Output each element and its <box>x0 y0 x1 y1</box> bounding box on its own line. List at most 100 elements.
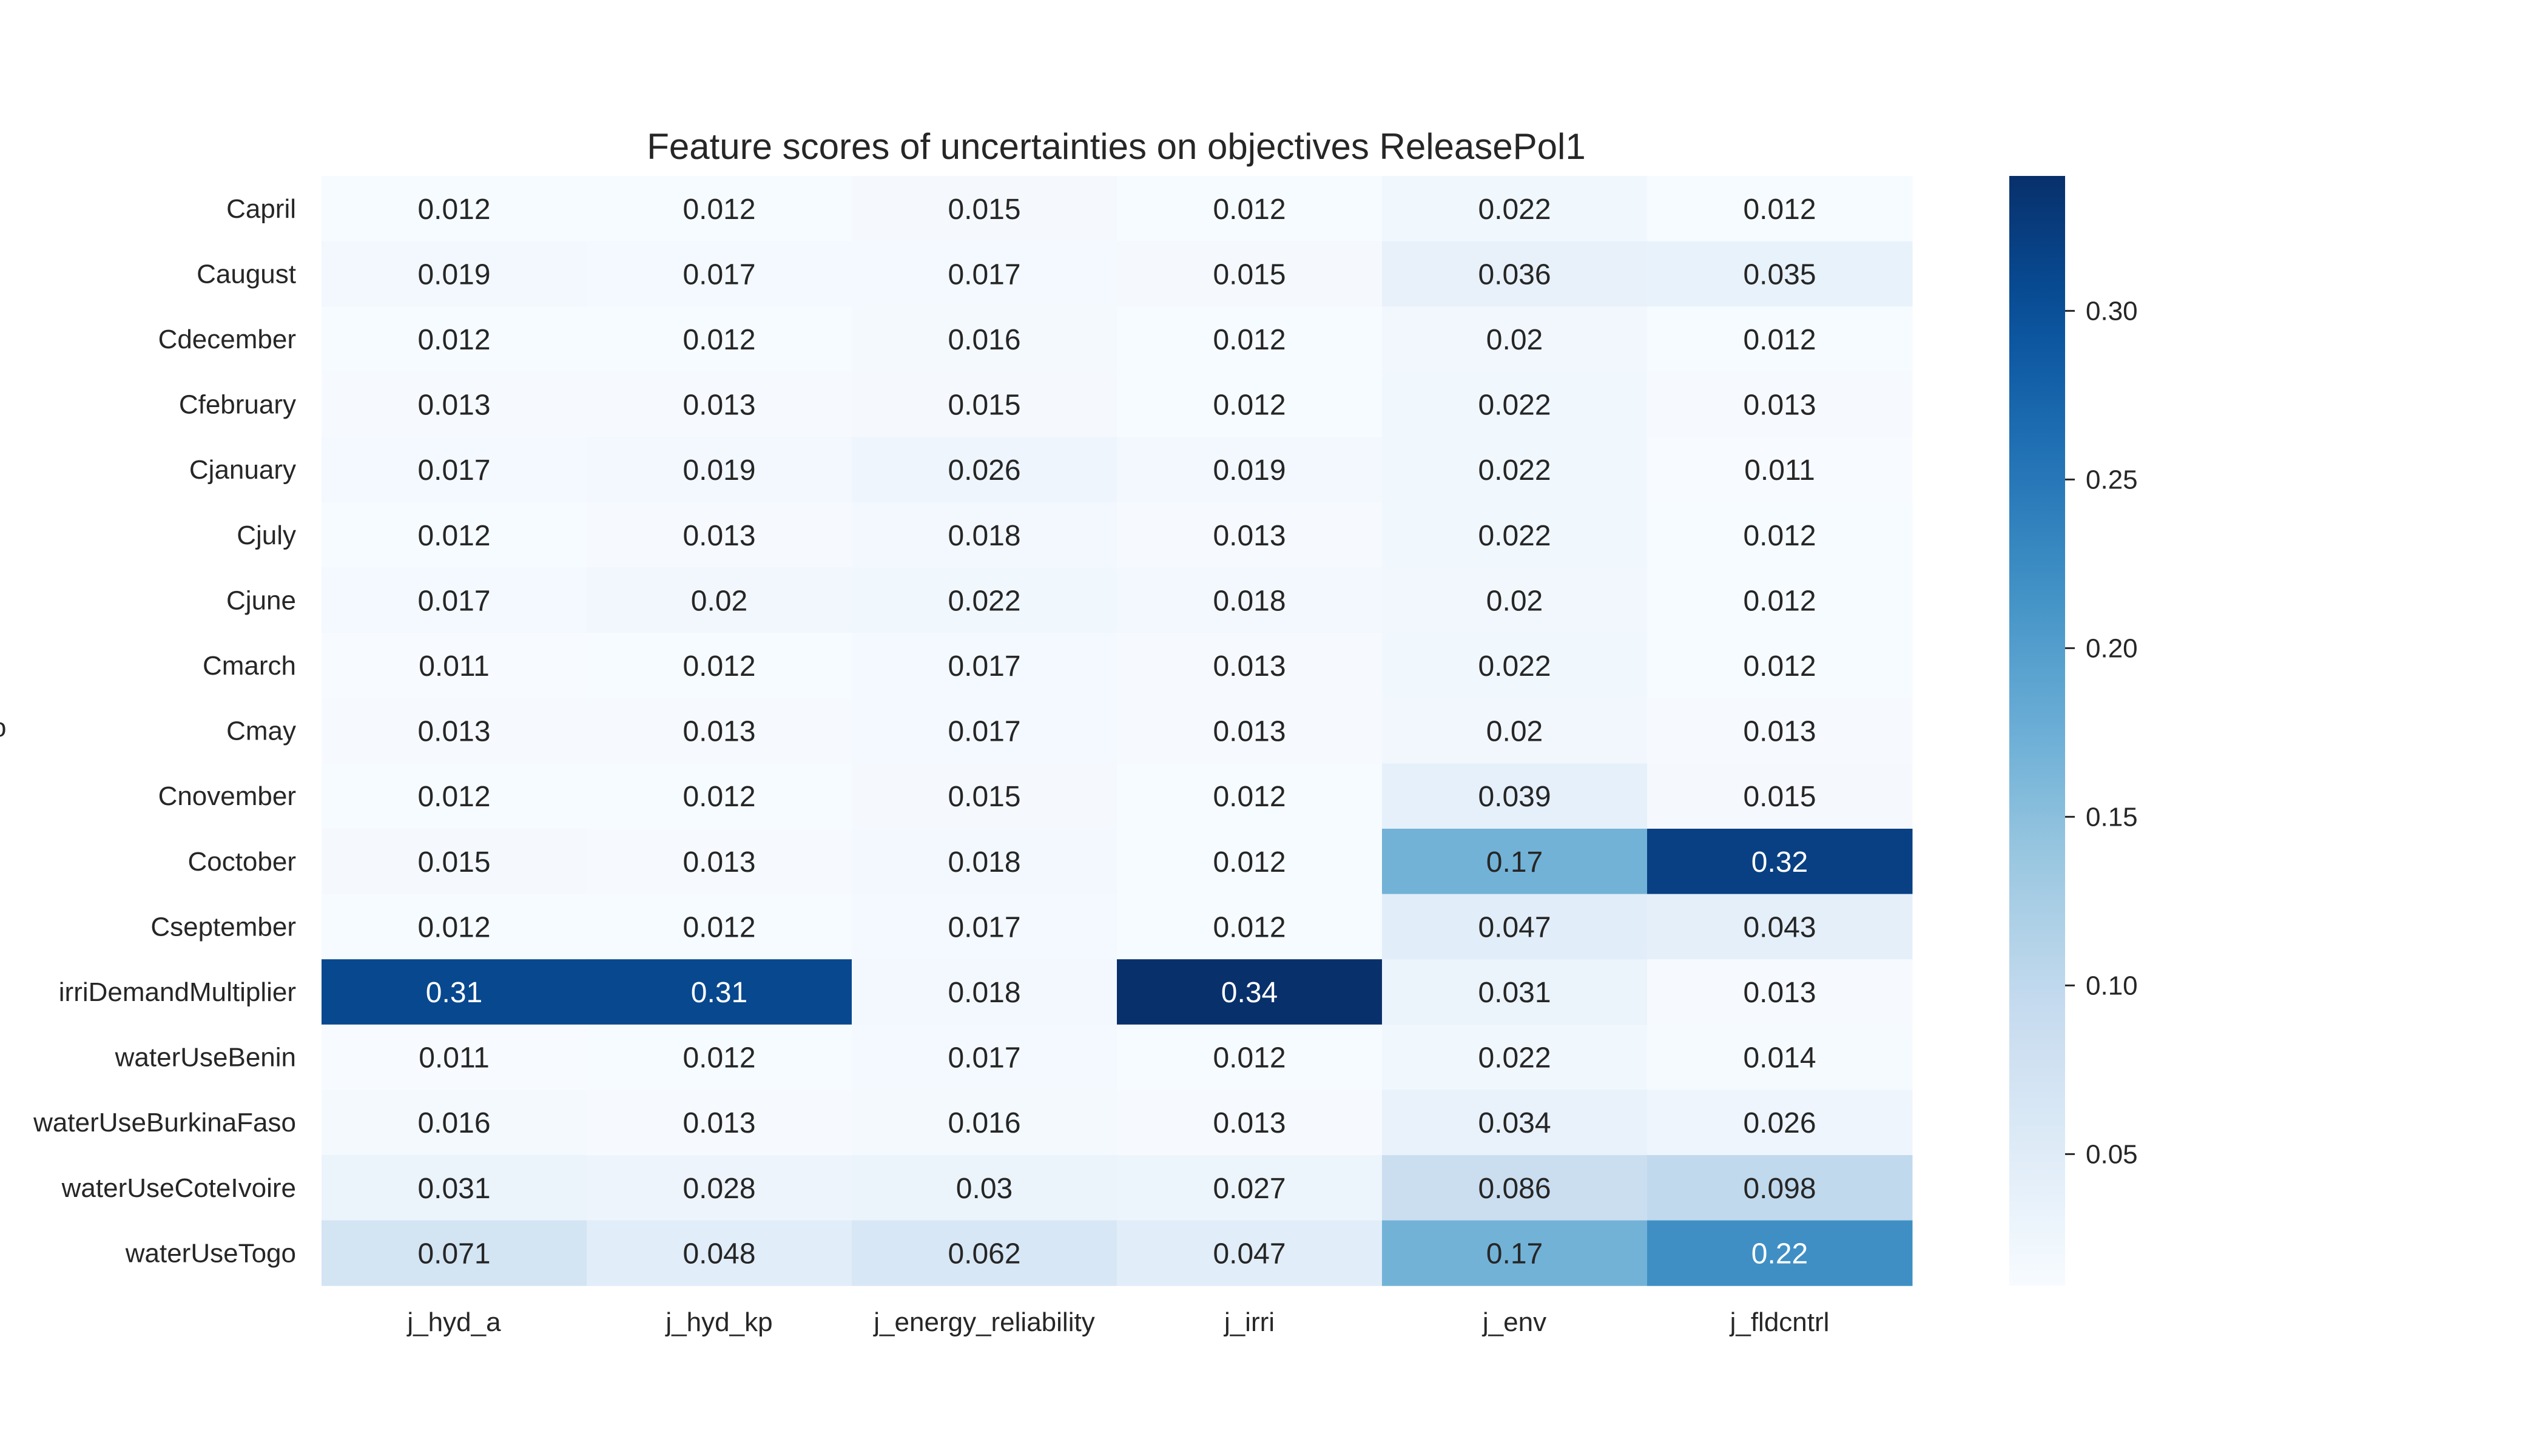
heatmap-cell <box>852 894 1117 960</box>
heatmap-cell <box>322 1090 587 1156</box>
cell-value-label: 0.012 <box>1213 1042 1286 1074</box>
cell-value-label: 0.012 <box>1213 389 1286 422</box>
heatmap-cell <box>852 1155 1117 1221</box>
heatmap-cell <box>1647 502 1913 568</box>
heatmap-cell <box>1382 176 1648 242</box>
cell-value-label: 0.014 <box>1743 1042 1816 1074</box>
cell-value-label: 0.012 <box>682 781 755 813</box>
row-label: Cjuly <box>237 521 296 550</box>
heatmap-cell <box>852 371 1117 437</box>
heatmap-cell <box>1382 894 1648 960</box>
cell-value-label: 0.015 <box>948 781 1020 813</box>
cell-value-label: 0.012 <box>1213 911 1286 943</box>
heatmap-cell <box>587 829 852 895</box>
colorbar-tick-label: 0.20 <box>2086 633 2138 663</box>
row-label: Cfebruary <box>179 390 296 420</box>
cell-value-label: 0.018 <box>1213 585 1286 617</box>
heatmap-cell <box>587 241 852 307</box>
cell-value-label: 0.013 <box>1743 716 1816 748</box>
heatmap-cell <box>1647 1024 1913 1090</box>
cell-value-label: 0.03 <box>956 1173 1013 1205</box>
heatmap-cell <box>587 1155 852 1221</box>
heatmap-cell <box>322 763 587 829</box>
cell-value-label: 0.012 <box>417 324 490 356</box>
cell-value-label: 0.019 <box>682 454 755 487</box>
row-label: Cseptember <box>150 912 296 942</box>
cell-value-label: 0.018 <box>948 520 1020 552</box>
cell-value-label: 0.098 <box>1743 1173 1816 1205</box>
cell-value-label: 0.017 <box>948 650 1020 682</box>
heatmap-cell <box>852 176 1117 242</box>
cell-value-label: 0.017 <box>682 258 755 291</box>
cell-value-label: 0.013 <box>1213 520 1286 552</box>
heatmap-cell <box>1382 698 1648 764</box>
cell-value-label: 0.016 <box>948 324 1020 356</box>
cell-value-label: 0.02 <box>1486 585 1543 617</box>
heatmap-cell <box>1382 1155 1648 1221</box>
heatmap-cell <box>1117 371 1383 437</box>
column-labels: j_hyd_a j_hyd_kp j_energy_reliability j_irr… <box>406 1307 1829 1337</box>
heatmap-cell <box>1117 1024 1383 1090</box>
heatmap-cell <box>1117 176 1383 242</box>
cell-value-label: 0.17 <box>1486 846 1543 878</box>
heatmap-cell <box>1382 1090 1648 1156</box>
cell-value-label: 0.048 <box>682 1238 755 1270</box>
cell-value-label: 0.043 <box>1743 911 1816 943</box>
cell-value-label: 0.019 <box>417 258 490 291</box>
row-label: waterUseBenin <box>115 1043 296 1073</box>
cell-value-label: 0.012 <box>1743 585 1816 617</box>
cell-value-label: 0.011 <box>1744 454 1815 487</box>
cell-value-label: 0.012 <box>1743 520 1816 552</box>
heatmap-cell <box>322 306 587 372</box>
row-label: Cjune <box>226 585 296 615</box>
cell-value-label: 0.017 <box>417 454 490 487</box>
cell-value-label: 0.012 <box>682 324 755 356</box>
cell-value-label: 0.017 <box>948 911 1020 943</box>
cell-value-label: 0.031 <box>417 1173 490 1205</box>
row-labels: Capril Caugust Cdecember Cfebruary Cjanuary C… <box>33 194 296 1269</box>
cell-value-label: 0.012 <box>682 1042 755 1074</box>
heatmap-cell <box>1647 567 1913 633</box>
heatmap-cell <box>322 1024 587 1090</box>
cell-value-label: 0.013 <box>1213 1107 1286 1139</box>
heatmap-cells: 0.012 0.012 0.015 0.012 0.022 0.012 0.019 0.017… <box>322 176 1913 1286</box>
cell-value-label: 0.034 <box>1478 1107 1551 1139</box>
heatmap-cell <box>1117 959 1383 1025</box>
colorbar-tick-label: 0.15 <box>2086 802 2138 832</box>
row-label: Cnovember <box>158 781 296 811</box>
cell-value-label: 0.028 <box>682 1173 755 1205</box>
heatmap-cell <box>322 959 587 1025</box>
heatmap-cell <box>1382 241 1648 307</box>
heatmap-cell <box>1647 306 1913 372</box>
heatmap-cell <box>1382 1024 1648 1090</box>
cell-value-label: 0.047 <box>1478 911 1551 943</box>
heatmap-cell <box>1382 959 1648 1025</box>
heatmap-cell <box>1382 829 1648 895</box>
cell-value-label: 0.015 <box>948 194 1020 226</box>
heatmap-cell <box>1647 829 1913 895</box>
cell-value-label: 0.012 <box>1743 650 1816 682</box>
heatmap-cell <box>322 371 587 437</box>
cell-value-label: 0.039 <box>1478 781 1551 813</box>
colorbar-tick-label: 0.10 <box>2086 971 2138 1000</box>
heatmap-cell <box>1382 371 1648 437</box>
heatmap-cell <box>1117 437 1383 503</box>
heatmap-cell <box>1647 437 1913 503</box>
cell-value-label: 0.013 <box>682 389 755 422</box>
heatmap-cell <box>1117 633 1383 699</box>
heatmap-cell <box>1647 959 1913 1025</box>
heatmap-cell <box>1382 763 1648 829</box>
cell-value-label: 0.31 <box>691 977 747 1009</box>
heatmap-cell <box>1117 241 1383 307</box>
cell-value-label: 0.062 <box>948 1238 1020 1270</box>
row-label: waterUseTogo <box>125 1238 296 1268</box>
heatmap-cell <box>1117 1090 1383 1156</box>
heatmap-cell <box>587 306 852 372</box>
heatmap-cell <box>852 437 1117 503</box>
heatmap-cell <box>587 894 852 960</box>
heatmap-cell <box>852 1090 1117 1156</box>
cell-value-label: 0.018 <box>948 977 1020 1009</box>
heatmap-cell <box>322 176 587 242</box>
heatmap-cell <box>1117 894 1383 960</box>
